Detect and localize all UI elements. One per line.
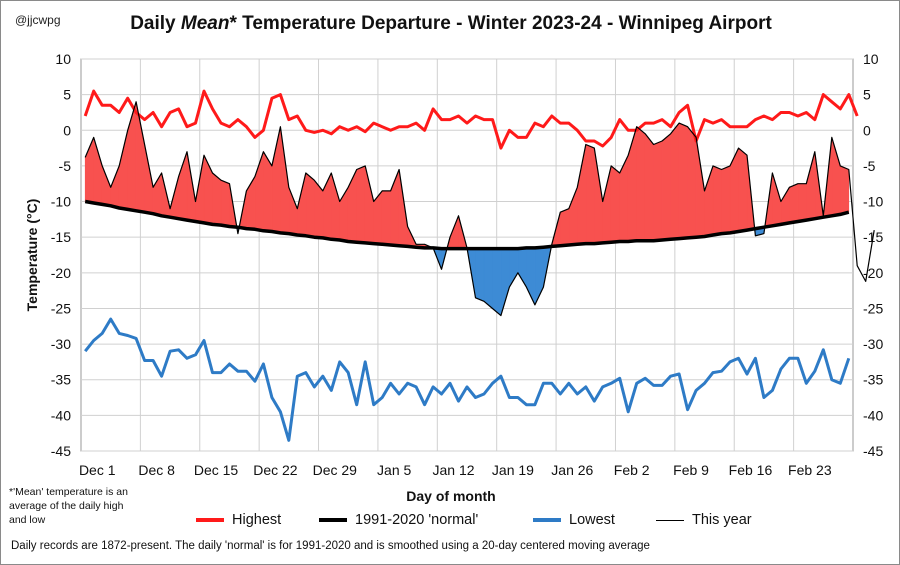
departure-fill xyxy=(610,165,621,243)
y-tick-label-right: 0 xyxy=(863,122,871,138)
y-tick-label-left: -30 xyxy=(51,336,71,352)
y-tick-label-left: -15 xyxy=(51,229,71,245)
departure-fill xyxy=(559,208,570,247)
legend-swatch-highest xyxy=(196,518,224,522)
x-tick-label: Dec 29 xyxy=(313,462,358,478)
departure-fill xyxy=(483,248,493,310)
temperature-chart: 10 105 50 0-5 -5-10 -10-15 -15-20 -20-25 -25-30-… xyxy=(24,51,883,478)
y-tick-label-left: -20 xyxy=(51,265,71,281)
x-tick-label: Feb 9 xyxy=(673,462,709,478)
y-tick-label-right: -30 xyxy=(863,336,883,352)
x-tick-label: Jan 26 xyxy=(551,462,593,478)
departure-fill xyxy=(585,144,595,244)
series-line-this-year xyxy=(84,101,875,317)
departure-fill xyxy=(492,248,502,317)
departure-fill xyxy=(475,248,485,302)
y-tick-label-right: -40 xyxy=(863,407,883,423)
y-tick-label-left: -35 xyxy=(51,372,71,388)
departure-fill xyxy=(789,183,799,224)
departure-fill xyxy=(839,165,850,215)
data-notes: Daily records are 1872-present. The dail… xyxy=(11,540,650,552)
x-tick-label: Jan 5 xyxy=(377,462,411,478)
departure-fill xyxy=(661,133,671,241)
departure-fill xyxy=(712,165,722,236)
y-tick-label-left: 5 xyxy=(63,87,71,103)
departure-fill xyxy=(678,122,688,239)
y-tick-label-left: -45 xyxy=(51,443,71,459)
x-tick-label: Feb 2 xyxy=(614,462,650,478)
x-tick-label: Dec 15 xyxy=(194,462,239,478)
legend-swatch-normal xyxy=(319,518,347,522)
departure-fill xyxy=(220,179,230,227)
legend-label-lowest: Lowest xyxy=(569,512,615,528)
x-tick-label: Dec 8 xyxy=(138,462,175,478)
legend-swatch-this-year xyxy=(656,519,684,521)
title-suffix: * Temperature Departure - Winter 2023-24… xyxy=(229,13,772,34)
y-tick-label-right: -10 xyxy=(863,194,883,210)
legend-item-this-year: This year xyxy=(656,512,752,528)
y-tick-label-left: -10 xyxy=(51,194,71,210)
x-tick-label: Dec 1 xyxy=(79,462,116,478)
departure-fill xyxy=(644,132,654,241)
mean-footnote: *'Mean' temperature is an average of the… xyxy=(9,486,128,526)
x-tick-label: Feb 16 xyxy=(729,462,773,478)
departure-fill xyxy=(687,125,697,239)
y-tick-label-left: -40 xyxy=(51,407,71,423)
chart-title: Daily Mean* Temperature Departure - Wint… xyxy=(1,13,900,35)
legend-item-highest: Highest xyxy=(196,512,281,528)
departure-fill xyxy=(653,140,663,242)
x-tick-label: Dec 22 xyxy=(253,462,298,478)
y-tick-label-left: 10 xyxy=(55,51,71,67)
departure-fill xyxy=(670,122,680,240)
legend-label-normal: 1991-2020 'normal' xyxy=(355,512,479,528)
legend-swatch-lowest xyxy=(533,518,561,522)
departure-fill xyxy=(636,126,646,241)
x-axis-title: Day of month xyxy=(406,488,496,504)
departure-fill xyxy=(305,172,315,238)
y-axis-title: Temperature (°C) xyxy=(24,199,40,312)
legend-item-lowest: Lowest xyxy=(533,512,615,528)
departure-fill xyxy=(212,172,222,226)
y-tick-label-right: -45 xyxy=(863,443,883,459)
series-line-highest xyxy=(83,89,859,150)
departure-fill xyxy=(797,183,807,222)
y-tick-label-left: -25 xyxy=(51,300,71,316)
series-line-lowest xyxy=(84,317,851,442)
legend: Highest 1991-2020 'normal' Lowest This y… xyxy=(1,512,900,532)
x-tick-label: Jan 12 xyxy=(433,462,475,478)
departure-fill xyxy=(356,165,366,244)
y-tick-label-right: -35 xyxy=(863,372,883,388)
y-tick-label-right: -25 xyxy=(863,300,883,316)
legend-label-this-year: This year xyxy=(692,512,752,528)
y-tick-label-right: 5 xyxy=(863,87,871,103)
title-emphasis: Mean xyxy=(180,13,230,34)
departure-fill xyxy=(381,190,391,246)
author-handle: @jjcwpg xyxy=(15,13,61,27)
y-tick-label-left: 0 xyxy=(63,122,71,138)
y-tick-label-left: -5 xyxy=(59,158,72,174)
title-prefix: Daily xyxy=(130,13,181,34)
y-tick-label-right: -5 xyxy=(863,158,876,174)
departure-fill xyxy=(738,147,748,232)
x-tick-label: Jan 19 xyxy=(492,462,534,478)
legend-label-highest: Highest xyxy=(232,512,282,528)
departure-fill xyxy=(721,165,731,234)
x-tick-label: Feb 23 xyxy=(788,462,832,478)
y-tick-label-right: 10 xyxy=(863,51,879,67)
legend-item-normal: 1991-2020 'normal' xyxy=(319,512,478,528)
